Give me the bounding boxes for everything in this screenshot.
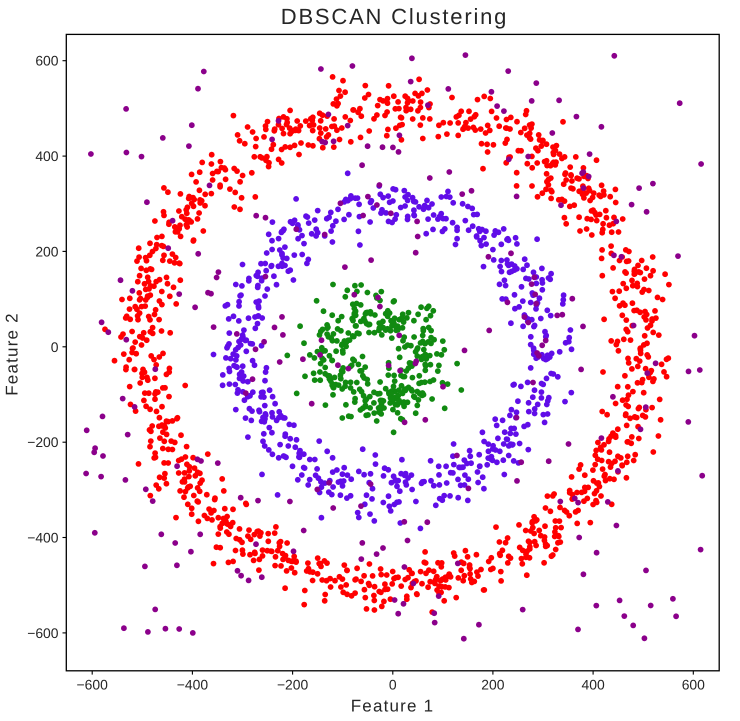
- svg-text:−600: −600: [77, 677, 109, 693]
- svg-text:−600: −600: [27, 625, 59, 641]
- svg-text:200: 200: [35, 243, 58, 259]
- svg-text:−400: −400: [177, 677, 209, 693]
- svg-text:0: 0: [51, 339, 59, 355]
- svg-text:400: 400: [35, 148, 58, 164]
- svg-text:200: 200: [481, 677, 504, 693]
- svg-text:Feature 1: Feature 1: [351, 696, 435, 715]
- svg-text:600: 600: [35, 53, 58, 69]
- svg-text:600: 600: [682, 677, 705, 693]
- svg-text:−200: −200: [27, 434, 59, 450]
- svg-text:0: 0: [389, 677, 397, 693]
- svg-text:−400: −400: [27, 530, 59, 546]
- svg-text:DBSCAN Clustering: DBSCAN Clustering: [281, 4, 508, 29]
- svg-text:400: 400: [582, 677, 605, 693]
- svg-text:Feature 2: Feature 2: [3, 312, 22, 396]
- svg-text:−200: −200: [277, 677, 309, 693]
